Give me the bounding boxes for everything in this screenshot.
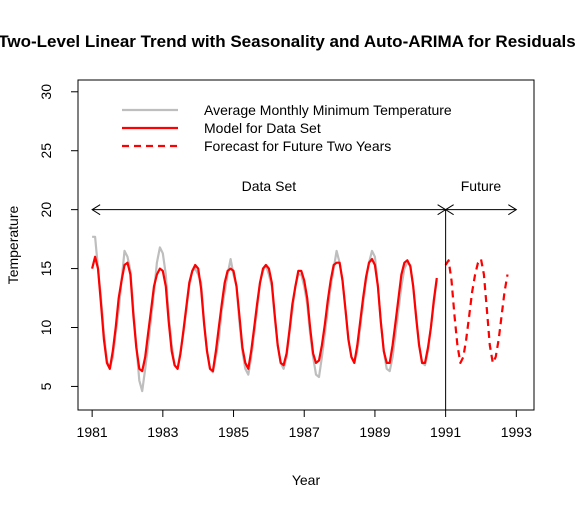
- y-tick-label: 15: [38, 261, 54, 277]
- x-tick-label: 1985: [218, 424, 249, 440]
- arrow-head: [444, 204, 454, 216]
- x-axis-label: Year: [292, 472, 321, 488]
- series-line-2: [91, 255, 438, 373]
- x-axis: 1981 1983 1985 1987 1989 1991 1993: [77, 410, 532, 440]
- arrow-head: [91, 204, 101, 216]
- x-tick-label: 1981: [77, 424, 108, 440]
- series-line-3: [444, 258, 509, 364]
- series-layer: [91, 235, 509, 393]
- annotation-label: Future: [461, 178, 502, 194]
- legend-entry: Forecast for Future Two Years: [204, 138, 391, 154]
- y-axis-label: Temperature: [5, 205, 21, 284]
- legend: Average Monthly Minimum Temperature Model…: [122, 102, 452, 154]
- annotation-label: Data Set: [242, 178, 297, 194]
- y-tick-label: 25: [38, 143, 54, 159]
- y-tick-label: 10: [38, 320, 54, 336]
- x-tick-label: 1989: [359, 424, 390, 440]
- chart-title: Two-Level Linear Trend with Seasonality …: [0, 32, 575, 51]
- x-tick-label: 1991: [430, 424, 461, 440]
- y-axis: 5 10 15 20 25 30: [38, 84, 78, 390]
- legend-entry: Model for Data Set: [204, 120, 321, 136]
- x-tick-label: 1993: [501, 424, 532, 440]
- plot-area: [77, 79, 535, 411]
- legend-entry: Average Monthly Minimum Temperature: [204, 102, 452, 118]
- annotation-layer: Data Set Future: [91, 178, 518, 410]
- arrow-head: [508, 204, 518, 216]
- y-tick-label: 5: [38, 382, 54, 390]
- y-tick-label: 30: [38, 84, 54, 100]
- y-tick-label: 20: [38, 202, 54, 218]
- x-tick-label: 1983: [147, 424, 178, 440]
- x-tick-label: 1987: [289, 424, 320, 440]
